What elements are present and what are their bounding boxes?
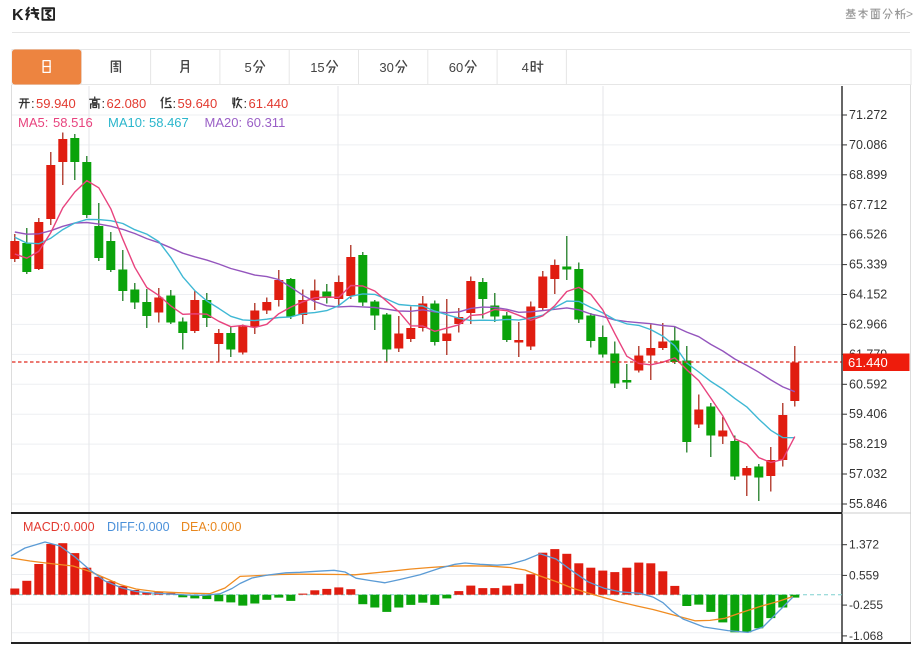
svg-text:>: >: [906, 7, 913, 21]
svg-text:-0.255: -0.255: [849, 598, 883, 612]
svg-text:67.712: 67.712: [849, 198, 887, 212]
svg-text:64.152: 64.152: [849, 288, 887, 302]
svg-text:58.516: 58.516: [53, 115, 93, 130]
svg-text::: :: [244, 96, 248, 111]
svg-text:65.339: 65.339: [849, 258, 887, 272]
svg-text:62.080: 62.080: [107, 96, 147, 111]
svg-text::: :: [31, 96, 35, 111]
svg-text:MA5:: MA5:: [18, 115, 48, 130]
svg-text:1.372: 1.372: [849, 538, 879, 552]
svg-text:66.526: 66.526: [849, 228, 887, 242]
svg-text:K: K: [12, 7, 24, 24]
svg-text:70.086: 70.086: [849, 138, 887, 152]
svg-text:68.899: 68.899: [849, 168, 887, 182]
svg-text:MACD:0.000: MACD:0.000: [23, 520, 95, 534]
svg-text:61.440: 61.440: [249, 96, 289, 111]
svg-text:59.640: 59.640: [178, 96, 218, 111]
svg-text::: :: [173, 96, 177, 111]
svg-text:60.592: 60.592: [849, 377, 887, 391]
svg-text:61.440: 61.440: [848, 355, 888, 370]
svg-text::: :: [102, 96, 106, 111]
svg-text:0.559: 0.559: [849, 568, 879, 582]
svg-text:MA20:: MA20:: [205, 115, 243, 130]
svg-text:60: 60: [449, 60, 463, 75]
svg-text:30: 30: [379, 60, 393, 75]
svg-text:59.406: 59.406: [849, 407, 887, 421]
svg-text:-1.068: -1.068: [849, 629, 883, 643]
svg-text:57.032: 57.032: [849, 467, 887, 481]
svg-text:5: 5: [245, 60, 252, 75]
svg-text:DIFF:0.000: DIFF:0.000: [107, 520, 170, 534]
svg-text:71.272: 71.272: [849, 108, 887, 122]
svg-text:62.966: 62.966: [849, 317, 887, 331]
svg-text:58.467: 58.467: [149, 115, 189, 130]
svg-text:58.219: 58.219: [849, 437, 887, 451]
svg-text:DEA:0.000: DEA:0.000: [181, 520, 242, 534]
svg-text:55.846: 55.846: [849, 497, 887, 511]
svg-text:15: 15: [310, 60, 324, 75]
svg-text:4: 4: [522, 60, 529, 75]
svg-text:60.311: 60.311: [247, 115, 286, 130]
svg-text:59.940: 59.940: [36, 96, 76, 111]
svg-text:MA10:: MA10:: [108, 115, 146, 130]
